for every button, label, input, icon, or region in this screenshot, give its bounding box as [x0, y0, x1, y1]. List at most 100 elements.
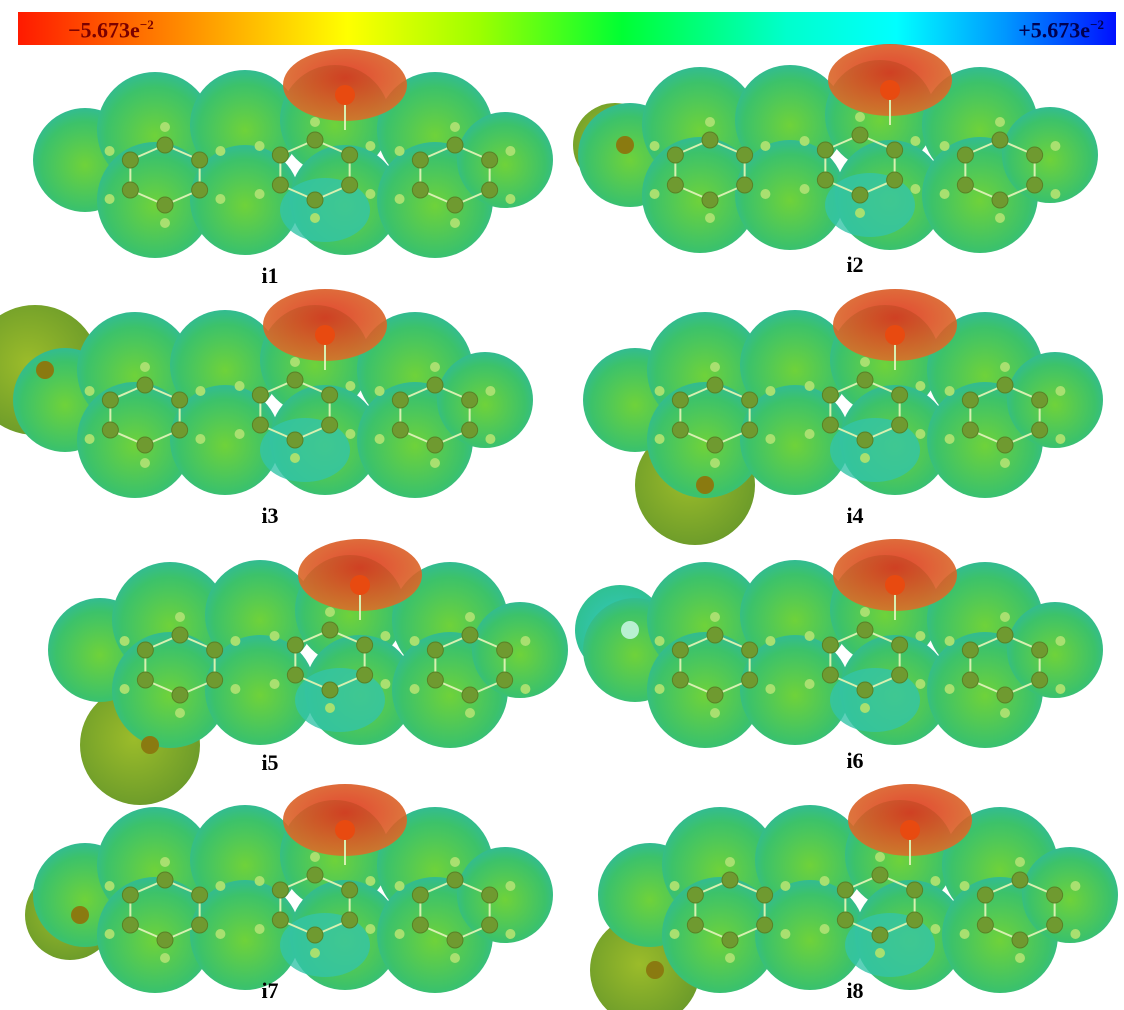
carbon-atom — [342, 177, 358, 193]
carbon-atom — [992, 192, 1008, 208]
carbon-atom — [482, 917, 498, 933]
hydrogen-atom — [105, 929, 115, 939]
hydrogen-atom — [760, 141, 770, 151]
carbon-atom — [412, 182, 428, 198]
carbon-atom — [272, 177, 288, 193]
panel-label: i8 — [846, 978, 863, 1003]
hydrogen-atom — [860, 453, 870, 463]
carbon-atom — [172, 392, 188, 408]
carbon-atom — [962, 672, 978, 688]
molecule-map — [33, 49, 553, 258]
oxygen-atom — [350, 575, 370, 595]
potential-surface — [1002, 107, 1098, 203]
hydrogen-atom — [945, 434, 955, 444]
hydrogen-atom — [450, 122, 460, 132]
carbon-atom — [892, 417, 908, 433]
carbon-atom — [272, 912, 288, 928]
carbon-atom — [962, 642, 978, 658]
hydrogen-atom — [765, 434, 775, 444]
hydrogen-atom — [365, 189, 375, 199]
hydrogen-atom — [450, 953, 460, 963]
carbon-atom — [157, 932, 173, 948]
carbon-atom — [462, 687, 478, 703]
hydrogen-atom — [255, 189, 265, 199]
carbon-atom — [447, 137, 463, 153]
hydrogen-atom — [1050, 141, 1060, 151]
hydrogen-atom — [875, 852, 885, 862]
hydrogen-atom — [85, 434, 95, 444]
carbon-atom — [667, 177, 683, 193]
carbon-atom — [672, 672, 688, 688]
carbon-atom — [427, 377, 443, 393]
hydrogen-atom — [325, 607, 335, 617]
potential-surface — [457, 112, 553, 208]
hydrogen-atom — [805, 429, 815, 439]
carbon-atom — [702, 132, 718, 148]
potential-surface — [457, 847, 553, 943]
hydrogen-atom — [705, 213, 715, 223]
carbon-atom — [427, 437, 443, 453]
hydrogen-atom — [1050, 189, 1060, 199]
carbon-atom — [837, 882, 853, 898]
hydrogen-atom — [270, 679, 280, 689]
hydrogen-atom — [345, 429, 355, 439]
carbon-atom — [102, 422, 118, 438]
carbon-atom — [307, 867, 323, 883]
hydrogen-atom — [860, 357, 870, 367]
carbon-atom — [892, 637, 908, 653]
hydrogen-atom — [910, 136, 920, 146]
potential-surface — [1022, 847, 1118, 943]
carbon-atom — [122, 152, 138, 168]
hydrogen-atom — [195, 386, 205, 396]
carbon-atom — [1012, 932, 1028, 948]
carbon-atom — [672, 422, 688, 438]
carbon-atom — [307, 927, 323, 943]
carbon-atom — [977, 887, 993, 903]
hydrogen-atom — [995, 117, 1005, 127]
carbon-atom — [322, 622, 338, 638]
hydrogen-atom — [255, 924, 265, 934]
carbon-atom — [192, 917, 208, 933]
hydrogen-atom — [395, 881, 405, 891]
carbon-atom — [887, 142, 903, 158]
hydrogen-atom — [375, 434, 385, 444]
carbon-atom — [872, 927, 888, 943]
hydrogen-atom — [395, 929, 405, 939]
carbon-atom — [997, 437, 1013, 453]
carbon-atom — [172, 687, 188, 703]
carbon-atom — [122, 182, 138, 198]
hydrogen-atom — [235, 429, 245, 439]
hydrogen-atom — [655, 636, 665, 646]
carbon-atom — [907, 882, 923, 898]
carbon-atom — [412, 887, 428, 903]
carbon-atom — [672, 642, 688, 658]
hydrogen-atom — [310, 213, 320, 223]
carbon-atom — [122, 917, 138, 933]
hydrogen-atom — [160, 857, 170, 867]
panel-label: i1 — [261, 263, 278, 288]
carbon-atom — [307, 132, 323, 148]
hydrogen-atom — [430, 362, 440, 372]
oxygen-atom — [900, 820, 920, 840]
carbon-atom — [287, 372, 303, 388]
hydrogen-atom — [310, 852, 320, 862]
molecule-map — [590, 784, 1118, 1010]
molecule-map — [575, 539, 1103, 748]
carbon-atom — [1012, 872, 1028, 888]
hydrogen-atom — [290, 453, 300, 463]
carbon-atom — [687, 917, 703, 933]
hydrogen-atom — [655, 684, 665, 694]
hydrogen-atom — [270, 631, 280, 641]
carbon-atom — [412, 917, 428, 933]
hydrogen-atom — [875, 948, 885, 958]
carbon-atom — [482, 887, 498, 903]
hydrogen-atom — [1055, 636, 1065, 646]
carbon-atom — [447, 932, 463, 948]
carbon-atom — [322, 387, 338, 403]
hydrogen-atom — [710, 458, 720, 468]
carbon-atom — [707, 437, 723, 453]
hydrogen-atom — [930, 876, 940, 886]
hydrogen-atom — [215, 929, 225, 939]
carbon-atom — [817, 142, 833, 158]
carbon-atom — [497, 672, 513, 688]
